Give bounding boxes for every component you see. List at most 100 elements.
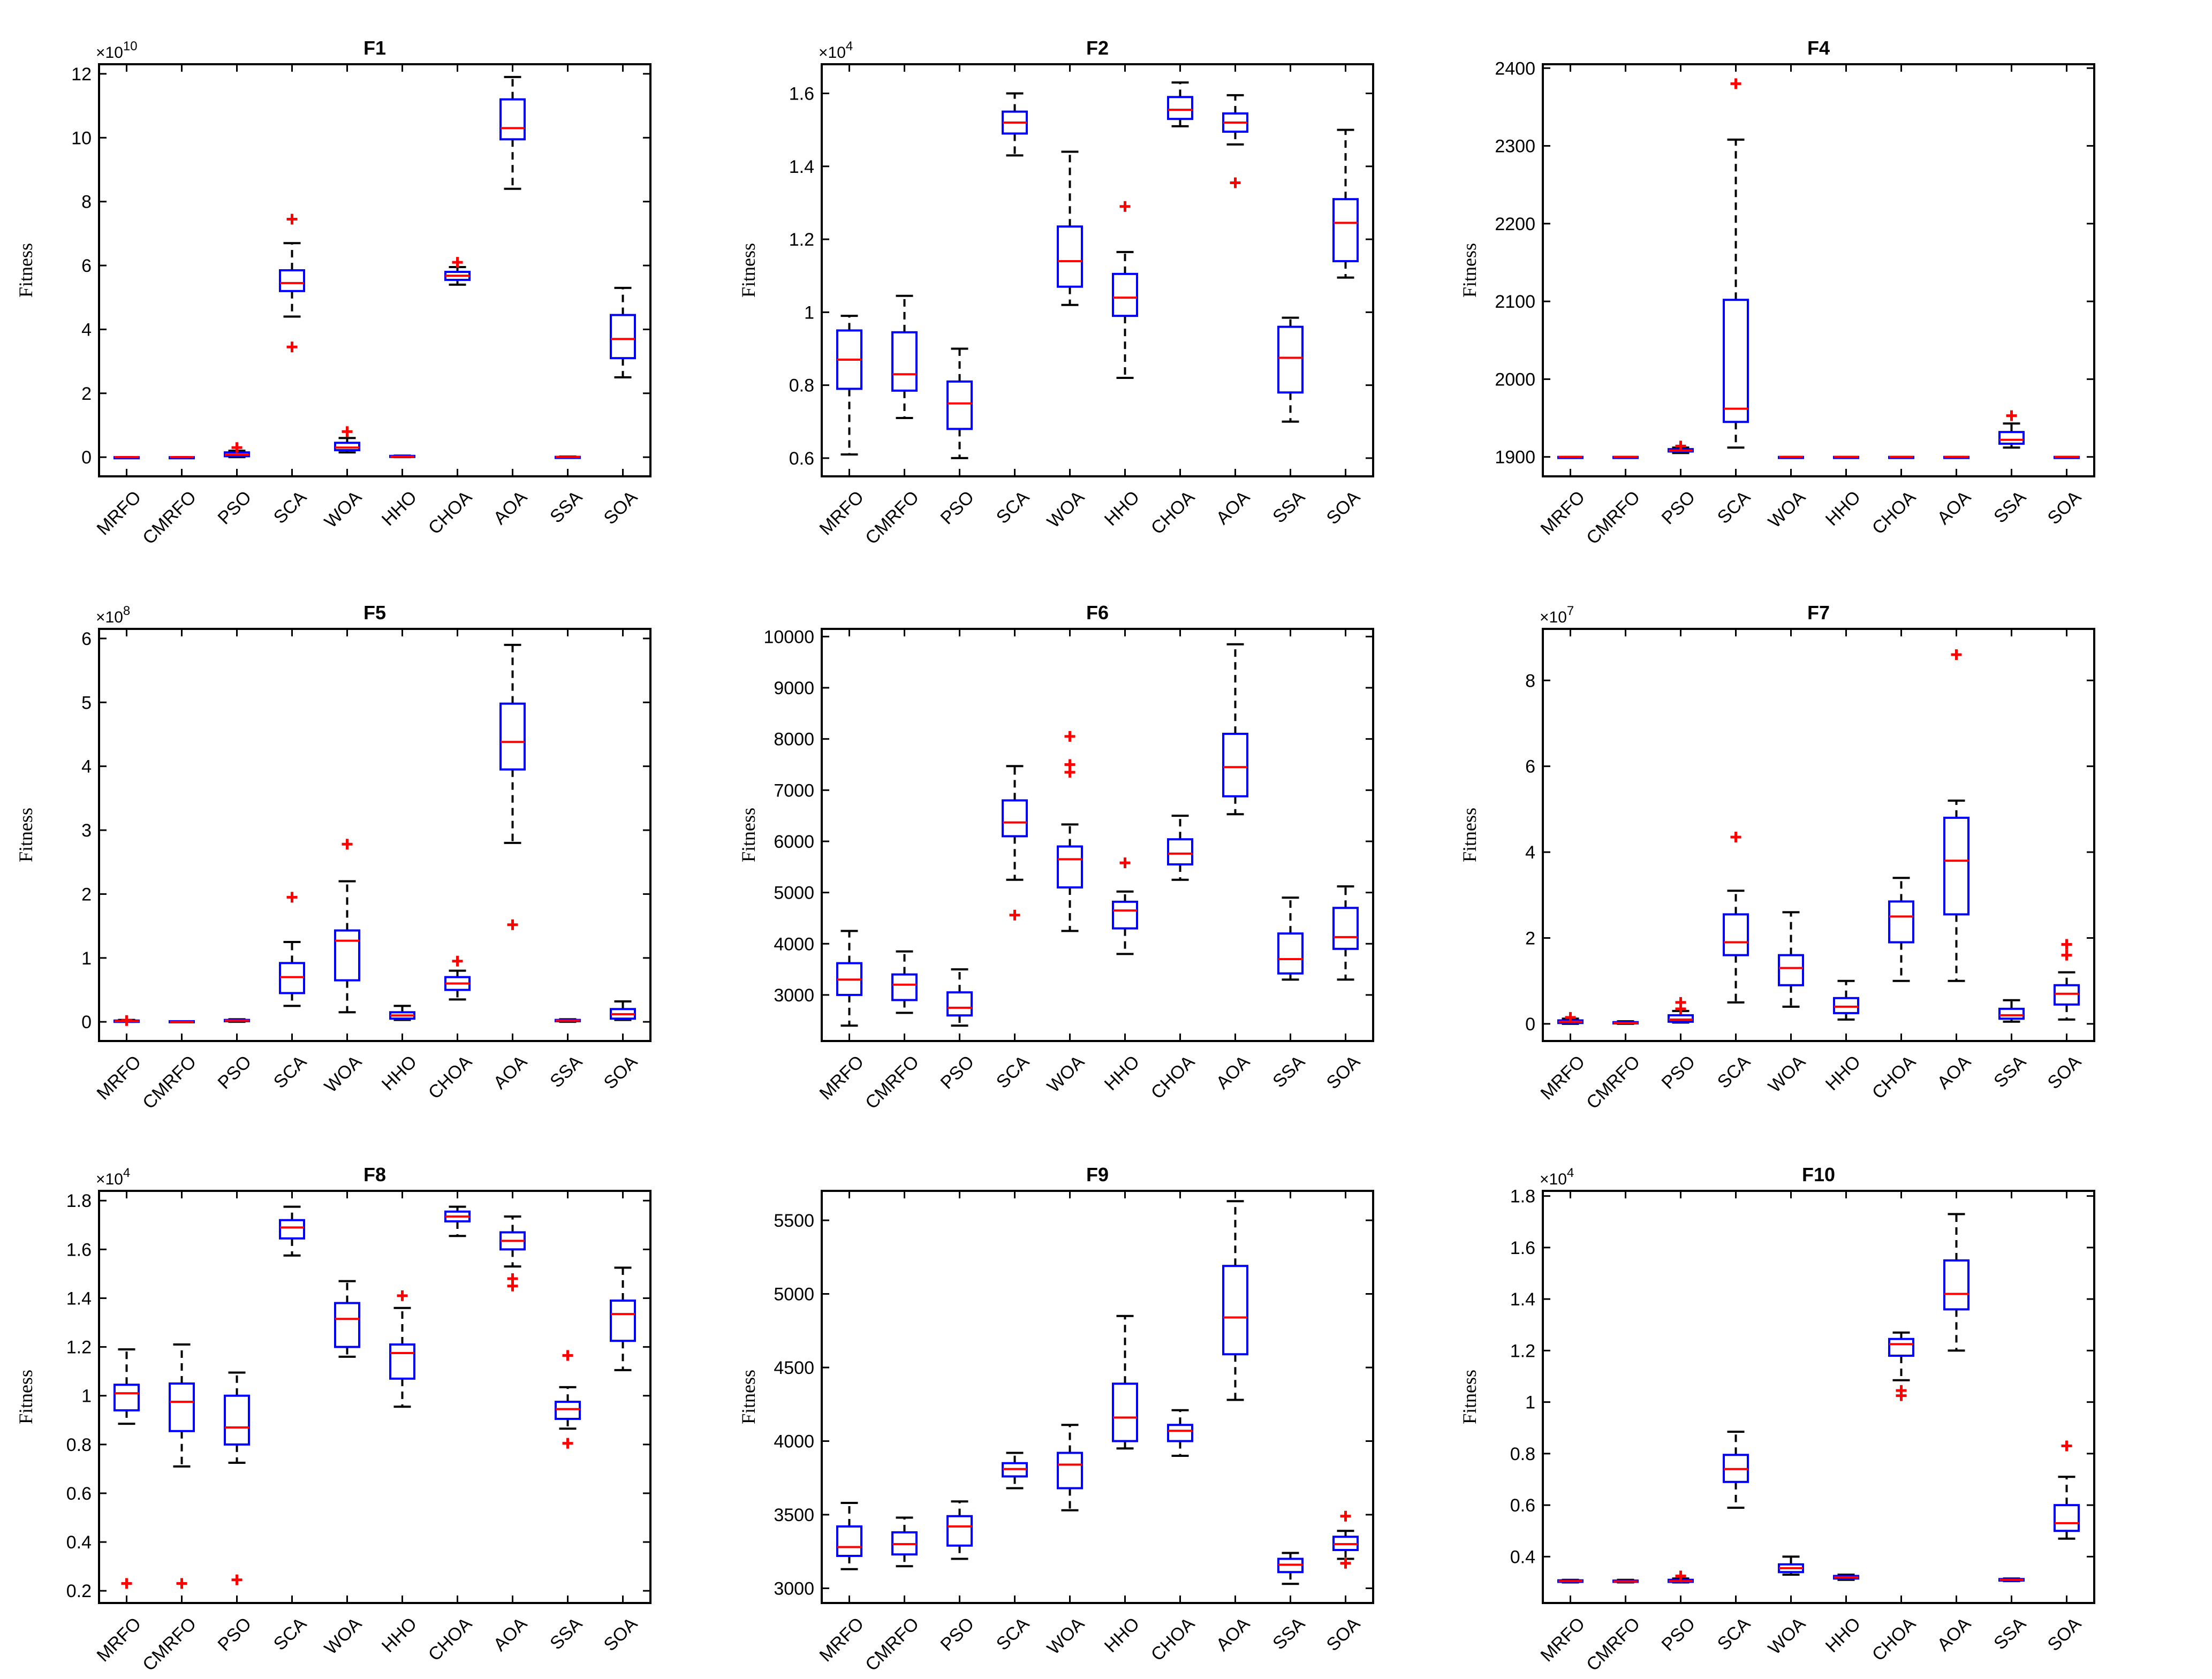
box-cmrfo: [169, 456, 195, 460]
outlier-marker: [2006, 410, 2017, 421]
x-category-label: CHOA: [1868, 1052, 1920, 1104]
iqr-box: [1112, 1382, 1138, 1442]
x-category-label: HHO: [378, 487, 421, 530]
iqr-box: [1888, 900, 1914, 944]
x-category-label: CHOA: [425, 1052, 476, 1104]
plot-frame: [821, 1190, 1374, 1604]
y-tick-label: 0: [81, 447, 92, 468]
panel-f9: F9 3000 3500 4000 4500 5000 5500 Fitness MRFOCMR…: [738, 1164, 1374, 1675]
box-aoa: [1222, 94, 1248, 188]
y-tick-label: 10000: [763, 627, 814, 647]
x-category-label: AOA: [1212, 1614, 1254, 1655]
iqr-box: [389, 1343, 415, 1380]
panel-f4: F4 1900 2000 2100 2200 2300 2400 Fitness MRFOCMR…: [1459, 37, 2095, 549]
y-tick-label: 2: [1525, 929, 1535, 949]
box-ssa: [1277, 897, 1304, 981]
iqr-box: [1222, 733, 1248, 797]
x-category-label: MRFO: [815, 487, 868, 540]
x-category-label: MRFO: [1536, 1052, 1589, 1104]
box-woa: [334, 426, 360, 454]
outlier-marker: [1064, 766, 1075, 778]
outlier-marker: [1009, 909, 1020, 921]
box-ssa: [1998, 999, 2025, 1023]
x-category-label: SSA: [1990, 1614, 2030, 1654]
x-category-label: WOA: [1764, 1052, 1810, 1097]
box-pso: [946, 968, 973, 1027]
y-tick-label: 0.4: [1510, 1547, 1535, 1567]
box-cmrfo: [1612, 1578, 1639, 1584]
x-category-label: PSO: [214, 487, 255, 529]
iqr-box: [1167, 96, 1193, 120]
x-category-label: AOA: [1933, 1052, 1975, 1093]
y-scale-exponent: ×1010: [96, 39, 138, 62]
x-category-label: CMRFO: [1582, 1052, 1644, 1113]
box-hho: [389, 454, 415, 459]
x-category-label: MRFO: [93, 487, 145, 540]
x-category-label: AOA: [1212, 1052, 1254, 1093]
iqr-box: [1778, 954, 1804, 986]
x-category-label: CHOA: [1868, 1614, 1920, 1666]
x-category-label: SOA: [2043, 1614, 2085, 1655]
x-category-label: HHO: [378, 1614, 421, 1657]
x-category-label: CMRFO: [139, 1614, 200, 1675]
y-tick-label: 0.2: [66, 1581, 92, 1601]
box-hho: [1833, 1574, 1859, 1581]
iqr-box: [499, 98, 526, 141]
x-category-label: WOA: [321, 487, 366, 533]
plot-frame: [821, 628, 1374, 1042]
box-soa: [1332, 885, 1359, 981]
outlier-marker: [452, 955, 463, 967]
iqr-box: [334, 1302, 360, 1348]
x-category-label: SCA: [270, 1614, 311, 1655]
iqr-box: [610, 1300, 636, 1342]
box-pso: [1668, 1570, 1694, 1584]
y-tick-label: 1.2: [66, 1338, 92, 1358]
box-mrfo: [836, 1502, 862, 1570]
x-category-label: AOA: [489, 1614, 531, 1655]
plot-frame: [98, 63, 652, 477]
box-sca: [1002, 92, 1028, 157]
chart-title: F7: [1807, 602, 1830, 624]
outlier-marker: [562, 1438, 573, 1449]
box-aoa: [499, 1215, 526, 1291]
box-choa: [1888, 455, 1914, 459]
box-sca: [1723, 1430, 1749, 1509]
outlier-marker: [1119, 857, 1131, 869]
iqr-box: [891, 973, 918, 1001]
y-tick-label: 8: [81, 192, 92, 212]
x-category-label: CMRFO: [861, 487, 923, 549]
y-scale-exponent: ×104: [96, 1166, 130, 1188]
x-category-label: MRFO: [93, 1614, 145, 1666]
y-tick-label: 0: [1525, 1014, 1535, 1035]
iqr-box: [1112, 900, 1138, 930]
x-category-label: SSA: [546, 1052, 586, 1092]
box-pso: [1668, 997, 1694, 1024]
outlier-marker: [1340, 1558, 1351, 1569]
x-category-label: HHO: [1101, 1614, 1143, 1657]
x-category-label: CMRFO: [1582, 1614, 1644, 1675]
box-choa: [444, 257, 471, 286]
x-category-label: SSA: [1990, 487, 2030, 527]
x-category-label: SSA: [546, 487, 586, 527]
x-category-label: WOA: [321, 1052, 366, 1097]
chart-title: F4: [1807, 37, 1830, 59]
chart-title: F8: [363, 1164, 386, 1186]
y-tick-label: 0.4: [66, 1532, 92, 1553]
x-category-label: CHOA: [425, 487, 476, 539]
outlier-marker: [1675, 1570, 1686, 1582]
x-category-label: CMRFO: [861, 1614, 923, 1675]
y-scale-exponent: ×107: [1540, 604, 1574, 626]
box-hho: [1112, 857, 1138, 955]
outlier-marker: [342, 426, 353, 437]
box-cmrfo: [891, 1516, 918, 1568]
box-soa: [2054, 1440, 2080, 1540]
iqr-box: [1332, 198, 1359, 262]
iqr-box: [1277, 325, 1304, 394]
y-tick-label: 1.4: [66, 1288, 92, 1309]
y-scale-exponent: ×104: [819, 39, 853, 62]
x-category-label: SCA: [270, 1052, 311, 1093]
box-woa: [1778, 911, 1804, 1008]
iqr-box: [1998, 1007, 2025, 1020]
